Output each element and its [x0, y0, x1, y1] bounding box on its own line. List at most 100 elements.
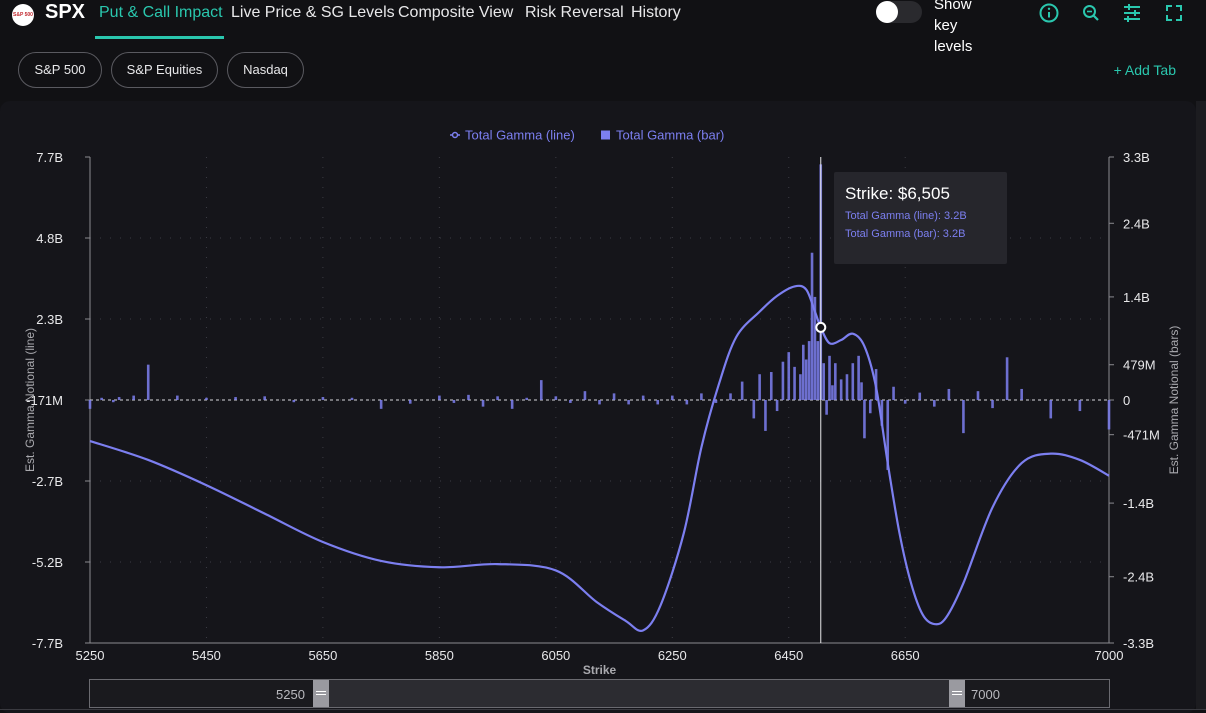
range-start-handle[interactable]: [313, 680, 329, 707]
gamma-bar: [146, 364, 150, 400]
y-left-tick-label: -171M: [26, 393, 63, 408]
gamma-bar: [802, 344, 805, 400]
gamma-bar: [799, 374, 802, 400]
gamma-bar: [88, 400, 92, 409]
gamma-bar: [813, 296, 817, 400]
tab-put-call-impact[interactable]: Put & Call Impact: [99, 4, 223, 21]
legend-line-label: Total Gamma (line): [465, 128, 575, 143]
range-end-handle[interactable]: [949, 680, 965, 707]
legend-line-marker: [451, 131, 459, 139]
gamma-bar: [991, 400, 994, 409]
gamma-bar: [828, 355, 831, 400]
x-tick-label: 5850: [425, 648, 454, 663]
y-right-tick-label: -1.4B: [1123, 496, 1154, 511]
chip-nasdaq[interactable]: Nasdaq: [227, 52, 304, 88]
x-tick-label: 6050: [541, 648, 570, 663]
chip-sp-equities[interactable]: S&P Equities: [111, 52, 218, 88]
gamma-bar: [851, 363, 855, 400]
gamma-bar: [321, 397, 325, 400]
gamma-bar: [793, 366, 796, 400]
gamma-bar: [729, 393, 732, 400]
gamma-bar: [554, 396, 558, 400]
gamma-bar: [408, 400, 412, 404]
gamma-bar: [132, 395, 135, 400]
gamma-bar: [918, 392, 922, 400]
gamma-bar: [740, 381, 744, 400]
symbol-title: SPX: [45, 1, 86, 23]
logo-text: S&P 500: [13, 12, 33, 18]
y-left-tick-label: 4.8B: [36, 231, 63, 246]
y-right-tick-label: 3.3B: [1123, 150, 1150, 165]
tab-live-price-sg-levels[interactable]: Live Price & SG Levels: [231, 4, 395, 21]
gamma-bar: [807, 341, 811, 400]
gamma-bar: [781, 361, 785, 400]
y-left-tick-label: -7.7B: [32, 636, 63, 651]
strike-range-slider[interactable]: 5250 7000: [89, 679, 1110, 708]
gamma-bar: [685, 400, 689, 405]
show-key-levels-toggle[interactable]: [876, 1, 922, 23]
gamma-bar: [496, 396, 499, 400]
y-right-tick-label: -2.4B: [1123, 570, 1154, 585]
x-tick-label: 5650: [308, 648, 337, 663]
gamma-bar: [1107, 400, 1111, 430]
tab-composite-view[interactable]: Composite View: [398, 4, 514, 21]
gamma-bar: [234, 397, 237, 400]
x-tick-label: 6450: [774, 648, 803, 663]
gamma-bar: [438, 395, 441, 400]
y-right-tick-label: 2.4B: [1123, 216, 1150, 231]
gamma-bar: [598, 400, 601, 405]
range-end-label: 7000: [971, 687, 1000, 702]
add-tab-button[interactable]: + Add Tab: [1113, 62, 1176, 78]
gamma-bar: [525, 397, 529, 400]
zoom-icon[interactable]: [1080, 2, 1102, 24]
gamma-bar: [860, 382, 863, 400]
gamma-bar: [670, 395, 674, 400]
gamma-bar: [1049, 400, 1053, 419]
gamma-bar: [903, 400, 907, 404]
gamma-bar: [933, 400, 936, 407]
chart-tooltip: Strike: $6,505 Total Gamma (line): 3.2B …: [834, 172, 1007, 264]
gamma-bar: [886, 400, 890, 470]
gamma-bar: [880, 400, 884, 426]
gamma-bar: [379, 400, 383, 409]
gamma-bar: [1078, 400, 1082, 412]
gamma-bar: [831, 385, 834, 400]
gamma-bar: [627, 400, 630, 405]
gamma-bar: [769, 372, 773, 400]
y-right-axis-title: Est. Gamma Notional (bars): [1167, 326, 1181, 475]
x-tick-label: 6650: [891, 648, 920, 663]
scroll-gutter: [1196, 101, 1206, 709]
gamma-bar: [758, 374, 761, 400]
x-tick-label: 7000: [1095, 648, 1124, 663]
gamma-bar: [822, 363, 825, 400]
chart-legend: Total Gamma (line) Total Gamma (bar): [450, 128, 724, 143]
tooltip-title: Strike: $6,505: [845, 184, 950, 203]
tab-risk-reversal[interactable]: Risk Reversal: [525, 4, 624, 21]
gamma-bar: [350, 397, 354, 400]
legend-bar-label: Total Gamma (bar): [616, 128, 724, 143]
gamma-bar: [263, 396, 266, 400]
fullscreen-icon[interactable]: [1163, 2, 1185, 24]
gamma-bar: [1020, 388, 1023, 400]
tab-history[interactable]: History: [631, 4, 681, 21]
gamma-bar: [569, 400, 572, 403]
y-left-tick-label: -2.7B: [32, 474, 63, 489]
gamma-bar: [857, 355, 860, 400]
gamma-bar: [700, 393, 703, 400]
settings-sliders-icon[interactable]: [1121, 2, 1143, 24]
y-left-tick-label: -5.2B: [32, 555, 63, 570]
y-right-tick-label: 0: [1123, 393, 1130, 408]
info-icon[interactable]: [1038, 2, 1060, 24]
gamma-bar: [839, 379, 843, 400]
y-right-tick-label: -471M: [1123, 428, 1160, 443]
x-tick-label: 5450: [192, 648, 221, 663]
legend-bar-swatch: [601, 130, 610, 140]
gamma-bar: [845, 374, 849, 400]
gamma-bar: [962, 400, 965, 434]
x-tick-label: 6250: [658, 648, 687, 663]
gamma-bar: [892, 386, 895, 400]
gamma-bar: [510, 400, 514, 409]
range-selection[interactable]: [321, 680, 950, 707]
chip-sp500[interactable]: S&P 500: [18, 52, 102, 88]
